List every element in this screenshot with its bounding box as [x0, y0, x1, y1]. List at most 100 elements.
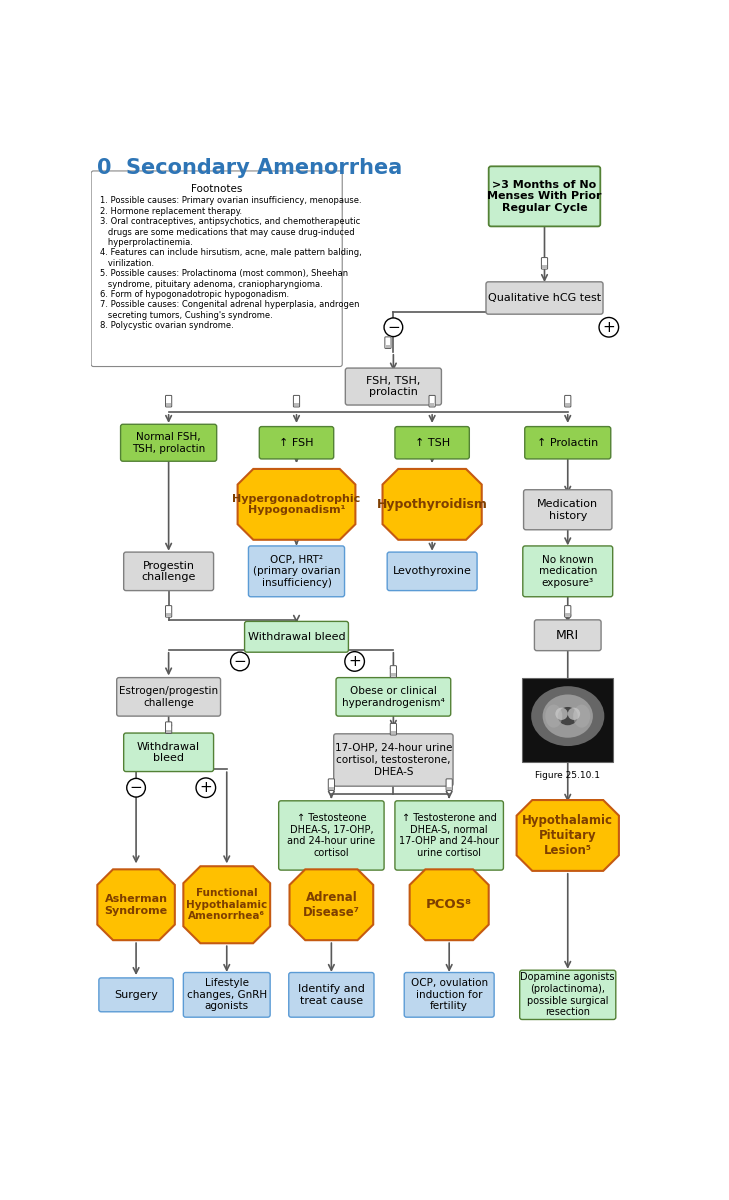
- Text: >3 Months of No
Menses With Prior
Regular Cycle: >3 Months of No Menses With Prior Regula…: [487, 180, 601, 212]
- Text: −: −: [130, 780, 142, 796]
- FancyBboxPatch shape: [166, 613, 171, 617]
- FancyBboxPatch shape: [520, 971, 616, 1020]
- Text: 1. Possible causes: Primary ovarian insufficiency, menopause.
2. Hormone replace: 1. Possible causes: Primary ovarian insu…: [100, 197, 362, 330]
- FancyBboxPatch shape: [124, 552, 214, 590]
- Text: No known
medication
exposure³: No known medication exposure³: [539, 554, 597, 588]
- Polygon shape: [517, 800, 619, 871]
- Text: Figure 25.10.1: Figure 25.10.1: [535, 770, 600, 780]
- FancyBboxPatch shape: [446, 779, 452, 791]
- Text: OCP, HRT²
(primary ovarian
insufficiency): OCP, HRT² (primary ovarian insufficiency…: [253, 554, 340, 588]
- FancyBboxPatch shape: [391, 673, 396, 677]
- Text: +: +: [348, 654, 361, 668]
- Polygon shape: [98, 869, 175, 940]
- Text: Identify and
treat cause: Identify and treat cause: [298, 984, 364, 1006]
- FancyBboxPatch shape: [249, 546, 345, 596]
- FancyBboxPatch shape: [386, 344, 390, 348]
- FancyBboxPatch shape: [522, 678, 614, 762]
- FancyBboxPatch shape: [447, 786, 451, 790]
- FancyBboxPatch shape: [244, 622, 348, 653]
- Text: −: −: [233, 654, 246, 668]
- FancyBboxPatch shape: [488, 167, 600, 227]
- Text: Estrogen/progestin
challenge: Estrogen/progestin challenge: [119, 686, 218, 708]
- Polygon shape: [383, 469, 482, 540]
- FancyBboxPatch shape: [278, 800, 384, 870]
- FancyBboxPatch shape: [404, 972, 494, 1018]
- FancyBboxPatch shape: [295, 403, 299, 406]
- FancyBboxPatch shape: [166, 730, 171, 733]
- FancyBboxPatch shape: [99, 978, 174, 1012]
- Ellipse shape: [542, 695, 593, 738]
- FancyBboxPatch shape: [329, 786, 334, 790]
- FancyBboxPatch shape: [120, 425, 217, 461]
- Text: ↑ Testosteone
DHEA-S, 17-OHP,
and 24-hour urine
cortisol: ↑ Testosteone DHEA-S, 17-OHP, and 24-hou…: [287, 814, 375, 858]
- Ellipse shape: [558, 707, 578, 725]
- FancyBboxPatch shape: [165, 396, 172, 407]
- Polygon shape: [289, 869, 373, 940]
- Ellipse shape: [573, 704, 590, 727]
- FancyBboxPatch shape: [165, 722, 172, 733]
- Polygon shape: [410, 869, 488, 940]
- Text: +: +: [200, 780, 212, 796]
- Ellipse shape: [531, 686, 604, 746]
- FancyBboxPatch shape: [385, 337, 391, 348]
- FancyBboxPatch shape: [346, 368, 442, 406]
- Text: ↑ Testosterone and
DHEA-S, normal
17-OHP and 24-hour
urine cortisol: ↑ Testosterone and DHEA-S, normal 17-OHP…: [399, 814, 499, 858]
- Text: Levothyroxine: Levothyroxine: [393, 566, 472, 576]
- Text: Withdrawal bleed: Withdrawal bleed: [248, 631, 346, 642]
- FancyBboxPatch shape: [260, 426, 334, 458]
- FancyBboxPatch shape: [328, 779, 335, 791]
- FancyBboxPatch shape: [184, 972, 270, 1018]
- FancyBboxPatch shape: [525, 426, 611, 458]
- FancyBboxPatch shape: [523, 490, 612, 529]
- Text: Surgery: Surgery: [114, 990, 158, 1000]
- FancyBboxPatch shape: [117, 678, 221, 716]
- FancyBboxPatch shape: [542, 265, 547, 269]
- Text: Dopamine agonists
(prolactinoma),
possible surgical
resection: Dopamine agonists (prolactinoma), possib…: [521, 972, 615, 1018]
- Text: Asherman
Syndrome: Asherman Syndrome: [104, 894, 168, 916]
- Text: MRI: MRI: [556, 629, 580, 642]
- FancyBboxPatch shape: [486, 282, 603, 314]
- Text: PCOS⁸: PCOS⁸: [426, 899, 472, 911]
- FancyBboxPatch shape: [334, 734, 453, 786]
- Text: ↑ FSH: ↑ FSH: [279, 438, 313, 448]
- FancyBboxPatch shape: [336, 678, 451, 716]
- FancyBboxPatch shape: [390, 666, 397, 677]
- Text: Qualitative hCG test: Qualitative hCG test: [488, 293, 601, 302]
- FancyBboxPatch shape: [91, 170, 342, 366]
- Text: +: +: [602, 319, 615, 335]
- Text: Footnotes: Footnotes: [191, 184, 242, 194]
- Text: Hypergonadotrophic
Hypogonadism¹: Hypergonadotrophic Hypogonadism¹: [233, 493, 361, 515]
- FancyBboxPatch shape: [429, 396, 435, 407]
- Text: Withdrawal
bleed: Withdrawal bleed: [137, 742, 200, 763]
- FancyBboxPatch shape: [124, 733, 214, 772]
- Text: Progestin
challenge: Progestin challenge: [141, 560, 196, 582]
- FancyBboxPatch shape: [395, 800, 504, 870]
- Text: Hypothalamic
Pituitary
Lesion⁵: Hypothalamic Pituitary Lesion⁵: [522, 814, 613, 857]
- Text: Normal FSH,
TSH, prolactin: Normal FSH, TSH, prolactin: [132, 432, 206, 454]
- Text: Obese or clinical
hyperandrogenism⁴: Obese or clinical hyperandrogenism⁴: [342, 686, 445, 708]
- Circle shape: [568, 708, 580, 720]
- FancyBboxPatch shape: [166, 403, 171, 406]
- Polygon shape: [184, 866, 270, 943]
- FancyBboxPatch shape: [566, 403, 570, 406]
- FancyBboxPatch shape: [289, 972, 374, 1018]
- Text: Hypothyroidism: Hypothyroidism: [377, 498, 488, 511]
- FancyBboxPatch shape: [430, 403, 434, 406]
- Text: OCP, ovulation
induction for
fertility: OCP, ovulation induction for fertility: [410, 978, 488, 1012]
- Text: Medication
history: Medication history: [537, 499, 599, 521]
- FancyBboxPatch shape: [542, 258, 547, 269]
- FancyBboxPatch shape: [565, 606, 571, 617]
- FancyBboxPatch shape: [395, 426, 469, 458]
- Text: Functional
Hypothalamic
Amenorrhea⁶: Functional Hypothalamic Amenorrhea⁶: [186, 888, 268, 922]
- FancyBboxPatch shape: [390, 724, 397, 734]
- FancyBboxPatch shape: [387, 552, 477, 590]
- Text: FSH, TSH,
prolactin: FSH, TSH, prolactin: [366, 376, 421, 397]
- Text: −: −: [387, 319, 399, 335]
- Text: Lifestyle
changes, GnRH
agonists: Lifestyle changes, GnRH agonists: [187, 978, 267, 1012]
- FancyBboxPatch shape: [566, 613, 570, 617]
- FancyBboxPatch shape: [391, 731, 396, 734]
- Text: ↑ TSH: ↑ TSH: [415, 438, 450, 448]
- Text: 17-OHP, 24-hour urine
cortisol, testosterone,
DHEA-S: 17-OHP, 24-hour urine cortisol, testoste…: [335, 743, 452, 776]
- Text: ↑ Prolactin: ↑ Prolactin: [537, 438, 599, 448]
- Circle shape: [555, 708, 568, 720]
